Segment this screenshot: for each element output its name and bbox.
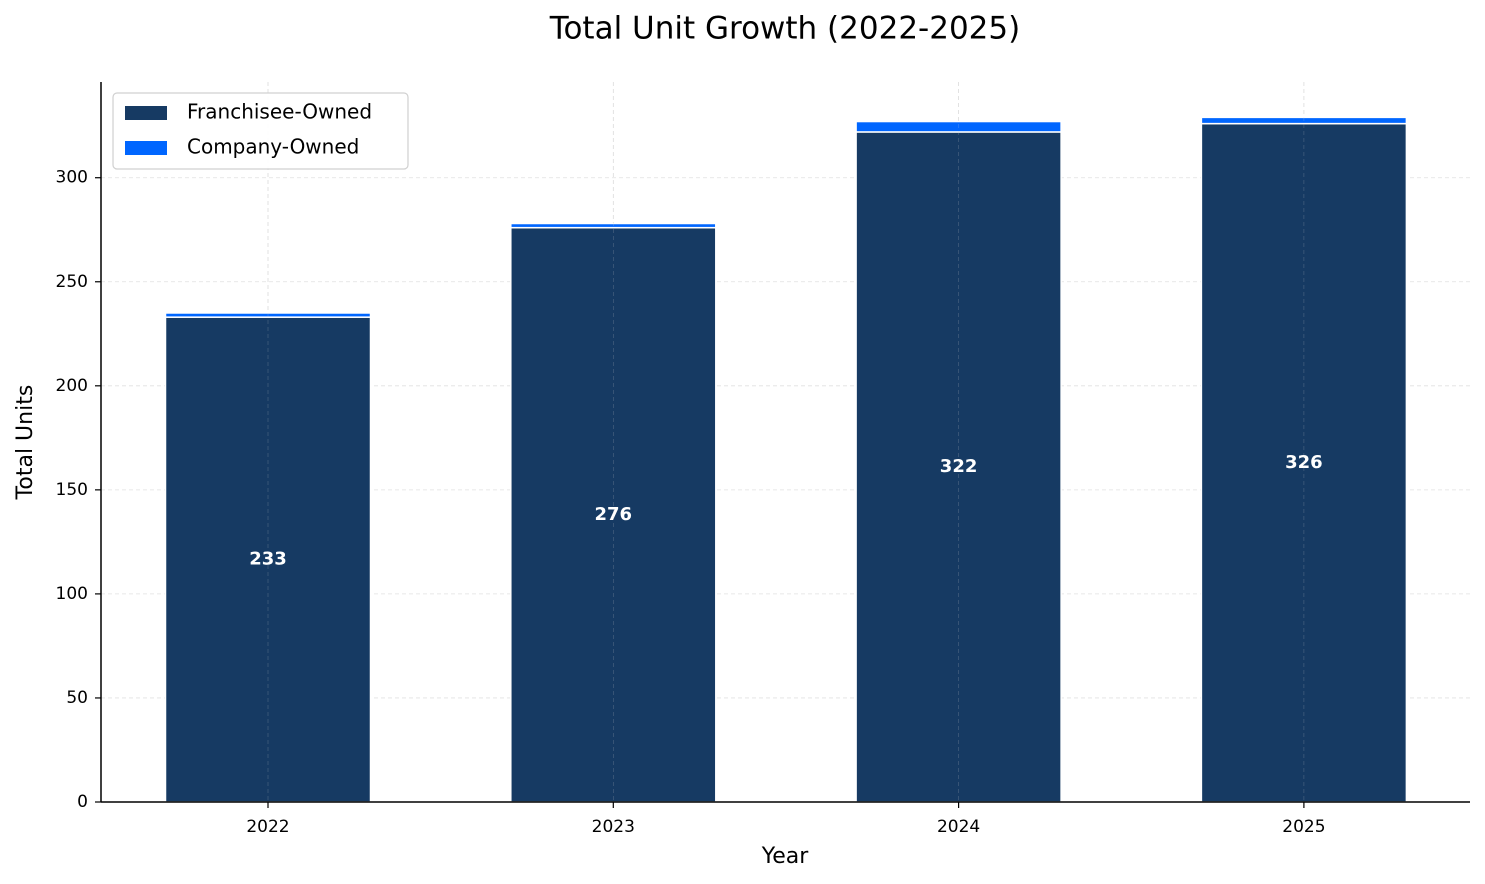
bar-segment xyxy=(855,131,1062,803)
bar-segment xyxy=(164,312,372,318)
x-tick-label: 2025 xyxy=(1282,817,1325,837)
bar-segment xyxy=(1200,122,1408,803)
value-label: 276 xyxy=(595,504,633,525)
y-axis-label: Total Units xyxy=(13,385,38,501)
bar-segment xyxy=(510,222,717,229)
legend-box xyxy=(112,92,409,170)
y-tick-label: 0 xyxy=(77,792,88,812)
y-tick-label: 200 xyxy=(56,376,88,396)
value-label: 322 xyxy=(940,456,978,477)
legend-label: Company-Owned xyxy=(187,135,359,159)
legend-swatch xyxy=(125,106,167,120)
bar-segment xyxy=(510,226,717,803)
y-tick-label: 250 xyxy=(56,272,88,292)
x-tick-label: 2022 xyxy=(246,817,289,837)
y-tick-label: 100 xyxy=(56,584,88,604)
x-tick-label: 2023 xyxy=(592,817,635,837)
y-tick-label: 50 xyxy=(66,688,88,708)
y-tick-label: 150 xyxy=(56,480,88,500)
x-tick-label: 2024 xyxy=(937,817,980,837)
legend-label: Franchisee-Owned xyxy=(187,100,372,124)
bar-segment xyxy=(855,120,1062,133)
y-tick-label: 300 xyxy=(56,168,88,188)
value-label: 326 xyxy=(1285,452,1323,473)
legend-swatch xyxy=(125,141,167,155)
chart-title: Total Unit Growth (2022-2025) xyxy=(549,11,1020,47)
value-label: 233 xyxy=(249,549,287,570)
x-axis-label: Year xyxy=(761,844,810,869)
bar-segment xyxy=(1200,116,1408,125)
